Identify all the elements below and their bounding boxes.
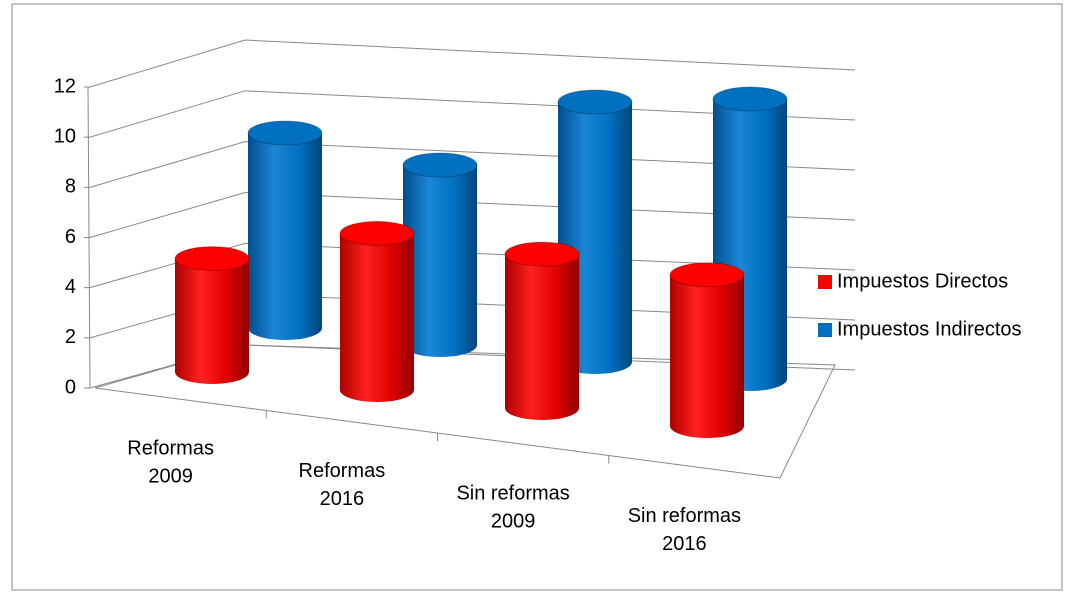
cylinder [175, 258, 249, 384]
cylinder-top [504, 241, 580, 267]
legend-label: Impuestos Directos [837, 270, 1008, 292]
cylinder-top [712, 86, 788, 112]
x-tick-label: Sin reformas 2016 [628, 505, 741, 555]
cylinder [403, 165, 477, 357]
cylinder [340, 233, 414, 402]
x-tick-label: Reformas 2016 [299, 460, 386, 510]
x-tick-label: Sin reformas 2009 [456, 483, 569, 533]
cylinder [670, 274, 744, 438]
legend-swatch [818, 275, 832, 289]
y-tick-label: 4 [65, 276, 76, 298]
legend-swatch [818, 323, 832, 337]
grid-line [89, 242, 856, 289]
cylinder-top [339, 220, 415, 246]
y-tick-label: 6 [65, 226, 76, 248]
y-tick-label: 0 [65, 376, 76, 398]
cylinder-top [402, 152, 478, 178]
x-tick-label: Reformas 2009 [127, 438, 214, 488]
grid-line [89, 141, 856, 188]
y-tick-label: 8 [65, 176, 76, 198]
y-tick-label: 2 [65, 326, 76, 348]
y-tick-label: 12 [54, 75, 76, 97]
cylinder [505, 254, 579, 420]
cylinder-top [174, 246, 250, 272]
cylinder-top [669, 262, 745, 288]
cylinder [248, 133, 322, 340]
grid-line [89, 39, 856, 88]
grid-line [89, 90, 856, 138]
y-tick-label: 10 [54, 125, 76, 147]
legend-label: Impuestos Indirectos [837, 318, 1022, 340]
cylinder-top [247, 120, 323, 146]
cylinder-top [557, 89, 633, 115]
grid-line [89, 191, 856, 238]
